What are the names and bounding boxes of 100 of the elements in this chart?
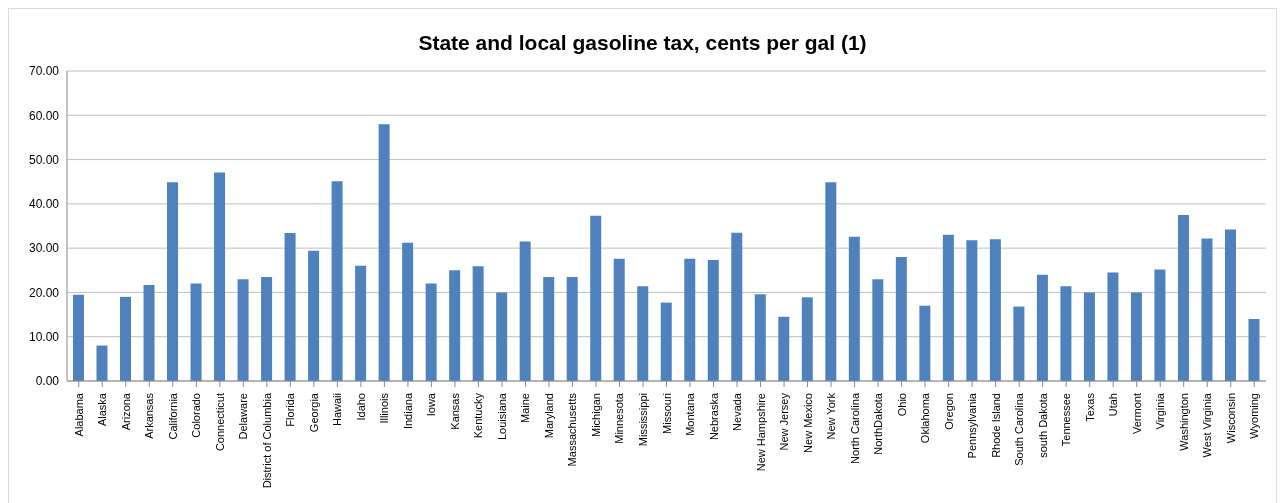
bar: [684, 258, 696, 381]
bar: [519, 241, 531, 381]
bar: [425, 283, 437, 381]
y-tick-label: 20.00: [28, 285, 60, 300]
bar: [660, 302, 672, 381]
bar: [825, 182, 837, 381]
bar: [1083, 292, 1095, 381]
bar: [120, 296, 132, 381]
x-tick-label: Montana: [684, 392, 697, 436]
x-tick-label: Tennessee: [1060, 393, 1073, 447]
bar: [543, 276, 555, 381]
x-tick-label: Wyoming: [1248, 393, 1261, 439]
x-tick-label: North Carolina: [848, 392, 861, 464]
y-tick-label: 60.00: [28, 108, 60, 123]
x-tick-label: South Carolina: [1013, 392, 1026, 466]
bar: [590, 215, 602, 381]
bar: [261, 276, 273, 381]
bar: [966, 240, 978, 381]
bar: [1177, 214, 1189, 381]
x-tick-label: Kansas: [448, 392, 461, 430]
bar: [472, 266, 484, 381]
bar: [284, 233, 296, 381]
y-tick-label: 70.00: [28, 64, 60, 79]
x-tick-label: Utah: [1107, 393, 1120, 417]
x-tick-label: Washington: [1177, 393, 1190, 451]
bar: [214, 172, 226, 381]
x-tick-label: Minnesota: [613, 392, 626, 444]
bar: [96, 345, 108, 381]
bar: [566, 276, 578, 381]
x-tick-label: Colorado: [190, 393, 203, 438]
bar: [355, 265, 367, 381]
bar: [637, 286, 649, 381]
x-tick-label: Georgia: [307, 392, 320, 433]
bar: [378, 124, 390, 381]
bar: [989, 239, 1001, 381]
x-tick-label: south Dakota: [1036, 392, 1049, 458]
bar: [73, 294, 84, 381]
bar: [848, 236, 860, 381]
y-tick-label: 0.00: [35, 374, 60, 389]
x-tick-label: Maryland: [542, 393, 555, 439]
bar: [1013, 306, 1025, 381]
x-tick-label: Illinois: [378, 392, 391, 424]
x-tick-label: Connecticut: [213, 393, 226, 452]
y-tick-label: 30.00: [28, 241, 60, 256]
bar: [331, 181, 343, 381]
bar: [942, 234, 954, 381]
x-tick-label: Louisiana: [495, 392, 508, 441]
bar: [402, 242, 414, 381]
x-tick-label: Nevada: [731, 392, 744, 431]
y-tick-label: 50.00: [28, 152, 60, 167]
bar: [707, 260, 719, 381]
bar: [1248, 319, 1260, 381]
bar: [801, 297, 813, 381]
bar: [449, 270, 461, 381]
x-tick-label: Alabama: [72, 392, 85, 437]
x-tick-label: Massachusetts: [566, 392, 579, 467]
bar: [143, 284, 155, 381]
x-tick-label: Michigan: [589, 393, 602, 438]
x-tick-label: District of Columbia: [260, 392, 273, 489]
y-tick-label: 40.00: [28, 197, 60, 212]
bar: [1154, 269, 1166, 381]
x-tick-label: Arizona: [119, 392, 132, 431]
x-tick-label: Indiana: [401, 392, 414, 430]
bar: [613, 258, 625, 381]
x-tick-label: Alaska: [96, 392, 109, 427]
x-tick-label: Nebraska: [707, 392, 720, 441]
x-tick-label: Virginia: [1154, 392, 1167, 430]
bar: [237, 279, 249, 381]
x-tick-label: New York: [825, 392, 838, 440]
bar: [167, 182, 179, 381]
x-tick-label: Wisconsin: [1224, 393, 1237, 444]
x-tick-label: Mississippi: [636, 393, 649, 447]
bar: [731, 232, 743, 381]
bar: [754, 294, 766, 381]
x-tick-label: Pennsylvania: [966, 392, 979, 459]
x-tick-label: Maine: [519, 393, 532, 423]
x-tick-label: NorthDakota: [872, 392, 885, 455]
x-tick-label: Oklahoma: [919, 392, 932, 444]
x-tick-label: West Virginia: [1201, 392, 1214, 458]
chart-title: State and local gasoline tax, cents per gal (1): [417, 30, 868, 56]
x-tick-label: New Jersey: [778, 392, 791, 451]
x-tick-label: Vermont: [1130, 393, 1143, 434]
x-tick-label: Texas: [1083, 392, 1096, 422]
x-tick-label: Arkansas: [143, 392, 156, 439]
x-tick-label: California: [166, 392, 179, 440]
bar: [1130, 292, 1142, 381]
x-tick-label: Missouri: [660, 393, 673, 434]
x-tick-label: Rhode Island: [989, 393, 1002, 458]
bar: [1201, 238, 1213, 381]
bar: [496, 292, 508, 381]
bar: [872, 279, 884, 381]
bar: [1224, 229, 1236, 381]
x-tick-label: Oregon: [942, 393, 955, 430]
bar: [1107, 272, 1119, 381]
x-tick-label: Idaho: [354, 393, 367, 421]
x-tick-label: New Hampshire: [754, 393, 767, 472]
bar: [190, 283, 202, 381]
x-tick-label: Ohio: [895, 393, 908, 417]
x-tick-label: Iowa: [425, 392, 438, 417]
bar: [1060, 286, 1072, 381]
